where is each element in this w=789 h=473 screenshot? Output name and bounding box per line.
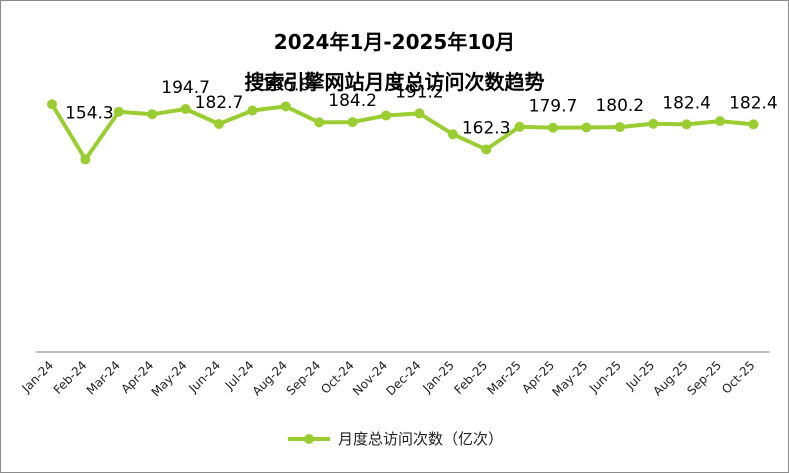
x-tick-label: Feb-24 [51, 358, 90, 397]
data-label: 179.7 [529, 97, 578, 117]
chart-title-line2: 搜索引擎网站月度总访问次数趋势 [244, 70, 545, 94]
data-label: 182.4 [729, 93, 778, 113]
data-label: 182.4 [662, 93, 711, 113]
data-label: 180.2 [595, 96, 644, 116]
data-point [80, 154, 91, 165]
data-label: 162.3 [462, 118, 511, 138]
data-point [748, 119, 759, 130]
legend-line-marker-icon [287, 433, 330, 444]
data-point [47, 99, 57, 110]
data-label: 182.7 [195, 93, 244, 113]
x-tick-label: Oct-25 [719, 358, 757, 396]
data-label: 191.2 [395, 82, 444, 102]
data-point [648, 118, 659, 129]
data-point [715, 116, 725, 127]
x-tick-label: Dec-24 [383, 358, 423, 398]
x-tick-label: Jun-24 [185, 358, 223, 396]
data-point [481, 144, 492, 155]
data-point [514, 121, 525, 132]
x-tick-label: May-24 [149, 358, 190, 399]
legend-label: 月度总访问次数（亿次） [337, 430, 503, 448]
x-tick-label: Jun-25 [586, 358, 624, 396]
x-tick-label: Nov-24 [350, 358, 390, 398]
x-tick-label: Jan-25 [419, 358, 457, 396]
x-tick-label: Sep-24 [284, 358, 324, 398]
data-point [414, 108, 425, 119]
data-point [280, 101, 291, 112]
data-point [180, 104, 191, 115]
x-tick-label: Jan-24 [19, 358, 57, 396]
legend: 月度总访问次数（亿次） [0, 428, 789, 449]
x-tick-label: Mar-24 [84, 358, 123, 397]
data-label: 184.2 [328, 91, 377, 111]
data-point [681, 119, 692, 130]
x-tick-label: Sep-25 [684, 358, 724, 398]
data-point [314, 117, 325, 128]
data-point [147, 109, 158, 120]
data-point [113, 106, 124, 117]
x-tick-label: May-25 [549, 358, 590, 399]
data-label: 154.3 [65, 103, 114, 123]
x-tick-label: Aug-24 [250, 358, 290, 398]
series-line [50, 102, 756, 162]
x-tick-label: Feb-25 [452, 358, 491, 397]
chart-title-line1: 2024年1月-2025年10月 [273, 30, 516, 54]
data-point [614, 122, 625, 133]
data-label: 194.7 [161, 78, 210, 98]
x-tick-label: Aug-25 [650, 358, 690, 398]
data-point [214, 118, 224, 129]
series-layer [47, 99, 759, 165]
data-point [381, 110, 391, 121]
data-point [447, 129, 458, 140]
data-point [347, 117, 358, 128]
data-label: 196.8 [261, 75, 310, 95]
data-point [247, 105, 258, 116]
x-tick-label: Mar-25 [484, 358, 523, 397]
data-point [548, 122, 558, 133]
x-tick-label: Oct-24 [318, 358, 356, 396]
data-point [581, 122, 592, 133]
